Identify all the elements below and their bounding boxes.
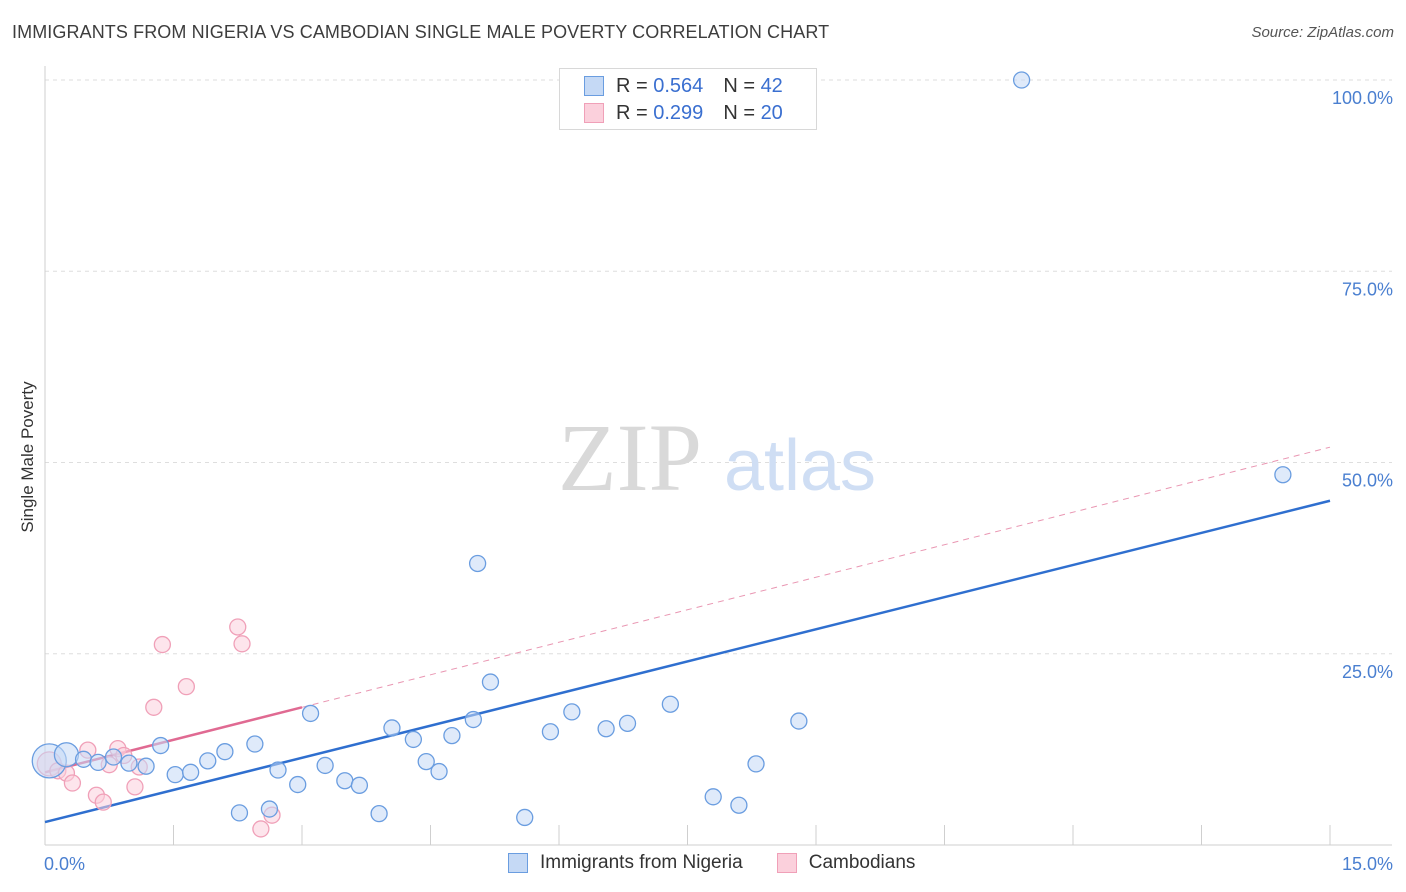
point-nigeria	[417, 752, 435, 771]
legend-label-cambodians: Cambodians	[808, 852, 916, 873]
legend-r-label: R =	[616, 101, 648, 124]
y-tick-label: 100.0%	[1332, 88, 1393, 108]
point-nigeria	[618, 714, 637, 733]
point-nigeria	[89, 753, 107, 772]
point-cambodians	[126, 778, 144, 796]
source-label: Source: ZipAtlas.com	[1251, 24, 1394, 41]
watermark: ZIP atlas	[558, 404, 876, 511]
point-nigeria	[316, 756, 334, 775]
legend-swatch-blue	[584, 76, 604, 96]
point-nigeria	[661, 695, 680, 713]
point-cambodians	[177, 677, 196, 696]
point-nigeria	[747, 755, 765, 773]
point-nigeria	[260, 800, 279, 818]
trend-line-nigeria	[44, 499, 1331, 824]
point-nigeria	[597, 720, 615, 738]
point-cambodians	[252, 820, 270, 838]
point-nigeria	[430, 762, 448, 781]
point-nigeria	[464, 710, 482, 729]
point-cambodians	[153, 635, 172, 654]
axes	[44, 66, 1392, 846]
legend-n-value: 20	[760, 101, 783, 124]
point-nigeria	[151, 736, 170, 755]
legend-item-nigeria[interactable]: Immigrants from Nigeria	[508, 852, 743, 874]
point-nigeria	[1274, 466, 1292, 484]
data-points	[31, 71, 1292, 838]
point-nigeria	[370, 804, 388, 823]
x-tick-label: 15.0%	[1342, 854, 1393, 874]
x-tick-label: 0.0%	[44, 854, 85, 874]
point-nigeria	[516, 808, 534, 827]
tick-labels: 25.0% 50.0% 75.0% 100.0% 0.0% 15.0%	[44, 88, 1393, 874]
point-nigeria	[704, 788, 722, 806]
legend-n-label: N =	[723, 101, 755, 124]
point-cambodians	[145, 698, 163, 716]
point-nigeria	[53, 742, 80, 768]
point-nigeria	[563, 703, 581, 721]
point-nigeria	[730, 796, 748, 814]
watermark-zip: ZIP	[558, 404, 702, 511]
point-nigeria	[181, 763, 200, 781]
watermark-atlas: atlas	[724, 426, 876, 506]
point-nigeria	[230, 804, 249, 822]
point-nigeria	[104, 748, 123, 766]
point-cambodians	[94, 793, 112, 811]
point-nigeria	[199, 752, 217, 770]
legend-n-label: N =	[723, 74, 755, 97]
point-nigeria	[120, 754, 138, 772]
chart-title: IMMIGRANTS FROM NIGERIA VS CAMBODIAN SIN…	[12, 22, 830, 42]
y-tick-label: 75.0%	[1342, 279, 1393, 299]
point-cambodians	[63, 774, 82, 792]
point-nigeria	[74, 750, 93, 768]
point-nigeria	[350, 776, 369, 794]
y-tick-label: 25.0%	[1342, 662, 1393, 682]
gridlines	[45, 79, 1392, 655]
legend-row-nigeria: R = 0.564 N = 42	[584, 73, 783, 99]
point-nigeria	[336, 772, 354, 790]
point-nigeria	[443, 726, 461, 745]
point-cambodians	[229, 618, 247, 636]
point-nigeria	[1012, 71, 1031, 89]
point-nigeria	[269, 761, 287, 779]
series-legend: Immigrants from Nigeria Cambodians	[508, 852, 949, 874]
point-nigeria	[481, 673, 500, 691]
point-cambodians	[233, 635, 251, 653]
legend-row-cambodians: R = 0.299 N = 20	[584, 100, 783, 126]
point-nigeria	[468, 554, 487, 573]
legend-swatch-pink	[584, 103, 604, 123]
point-nigeria	[404, 730, 423, 749]
point-nigeria	[383, 719, 401, 737]
point-nigeria	[541, 723, 560, 741]
point-nigeria	[166, 765, 184, 784]
legend-r-label: R =	[616, 74, 648, 97]
point-nigeria	[216, 743, 234, 761]
point-nigeria	[246, 735, 264, 753]
legend-r-value: 0.564	[653, 74, 704, 97]
y-tick-label: 50.0%	[1342, 471, 1393, 491]
legend-swatch-blue	[508, 853, 528, 873]
legend-item-cambodians[interactable]: Cambodians	[776, 852, 916, 874]
point-nigeria	[301, 704, 320, 723]
trend-line-cambodians-extension	[301, 446, 1331, 708]
point-nigeria	[289, 775, 307, 794]
legend-n-value: 42	[760, 74, 783, 97]
legend-swatch-pink	[776, 853, 797, 873]
point-nigeria	[790, 712, 808, 730]
legend-r-value: 0.299	[653, 101, 704, 124]
correlation-legend: R = 0.564 N = 42 R = 0.299 N = 20	[559, 68, 817, 130]
legend-label-nigeria: Immigrants from Nigeria	[540, 852, 743, 873]
point-nigeria	[137, 757, 155, 775]
